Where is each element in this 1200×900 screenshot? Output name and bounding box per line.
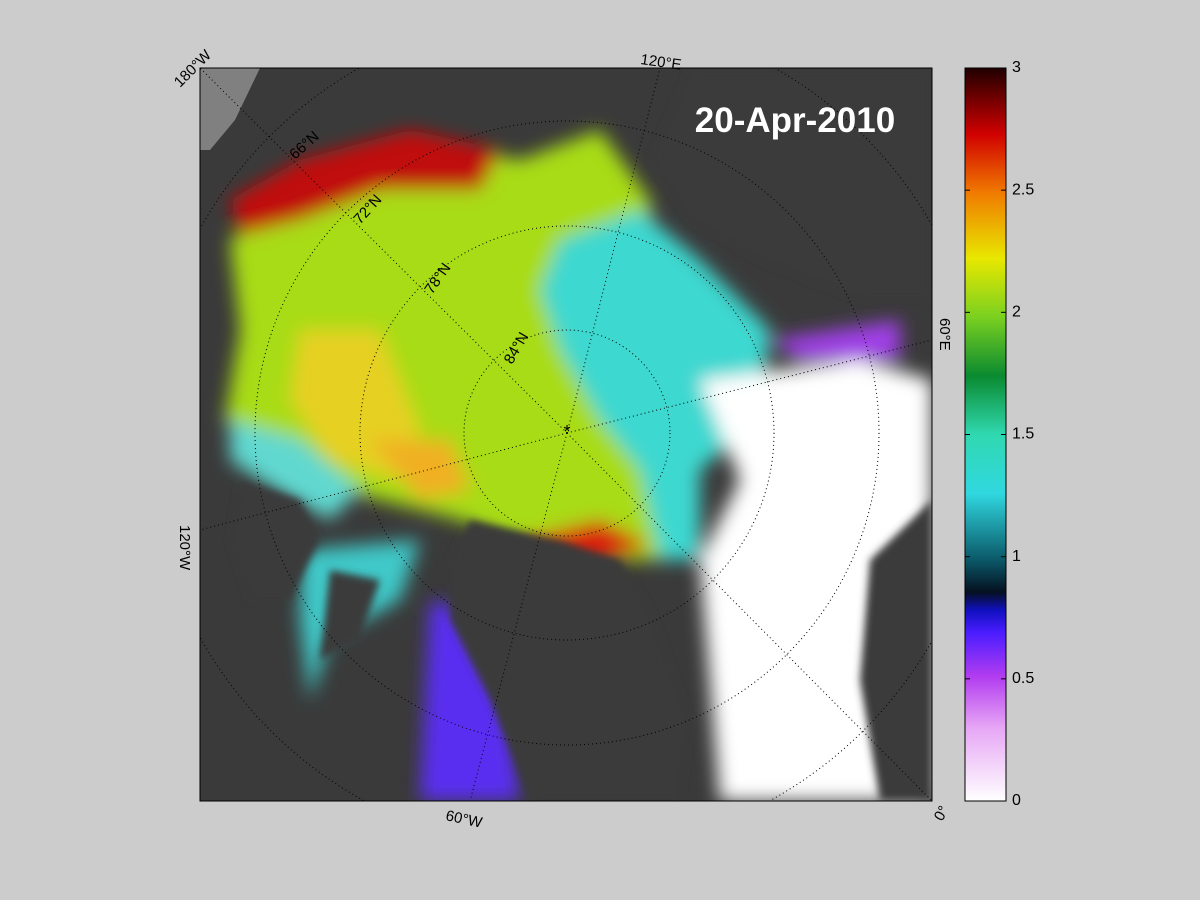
longitude-label: 60°W — [444, 807, 484, 831]
colorbar-tick-label: 2.5 — [1012, 181, 1034, 198]
outside-region — [200, 68, 260, 150]
longitude-label: 120°E — [639, 51, 682, 74]
ice-orange — [370, 440, 470, 500]
ice-thin-east — [770, 320, 900, 360]
ice-cyan — [540, 210, 770, 560]
longitude-label: 60°E — [936, 318, 953, 351]
island — [230, 480, 320, 600]
graticule — [200, 68, 932, 801]
colorbar-tick-label: 1 — [1012, 548, 1021, 565]
siberia — [650, 70, 932, 300]
date-label: 20-Apr-2010 — [695, 101, 895, 140]
longitude-label: 120°W — [176, 525, 193, 571]
pole-marker: * — [563, 422, 570, 442]
longitude-label: 0° — [931, 803, 953, 824]
ice-cyan-edge — [230, 420, 360, 520]
colorbar-tick-label: 2 — [1012, 304, 1021, 321]
ice-red — [230, 130, 500, 235]
colorbar-tick-label: 1.5 — [1012, 426, 1034, 443]
colorbar-tick-label: 0 — [1012, 792, 1021, 809]
colorbar: 0 0.5 1 1.5 2 2.5 3 — [964, 59, 1034, 809]
colorbar-tick-label: 0.5 — [1012, 670, 1034, 687]
map-frame — [199, 67, 933, 802]
scandinavia — [860, 500, 932, 801]
colorbar-ramp — [964, 67, 1007, 802]
colorbar-tick-label: 3 — [1012, 59, 1021, 76]
greenland — [450, 520, 690, 801]
islands — [230, 70, 932, 801]
map: * 66°N 72°N 78°N 84°N 20-Apr-2010 — [200, 68, 932, 801]
island — [320, 570, 380, 660]
